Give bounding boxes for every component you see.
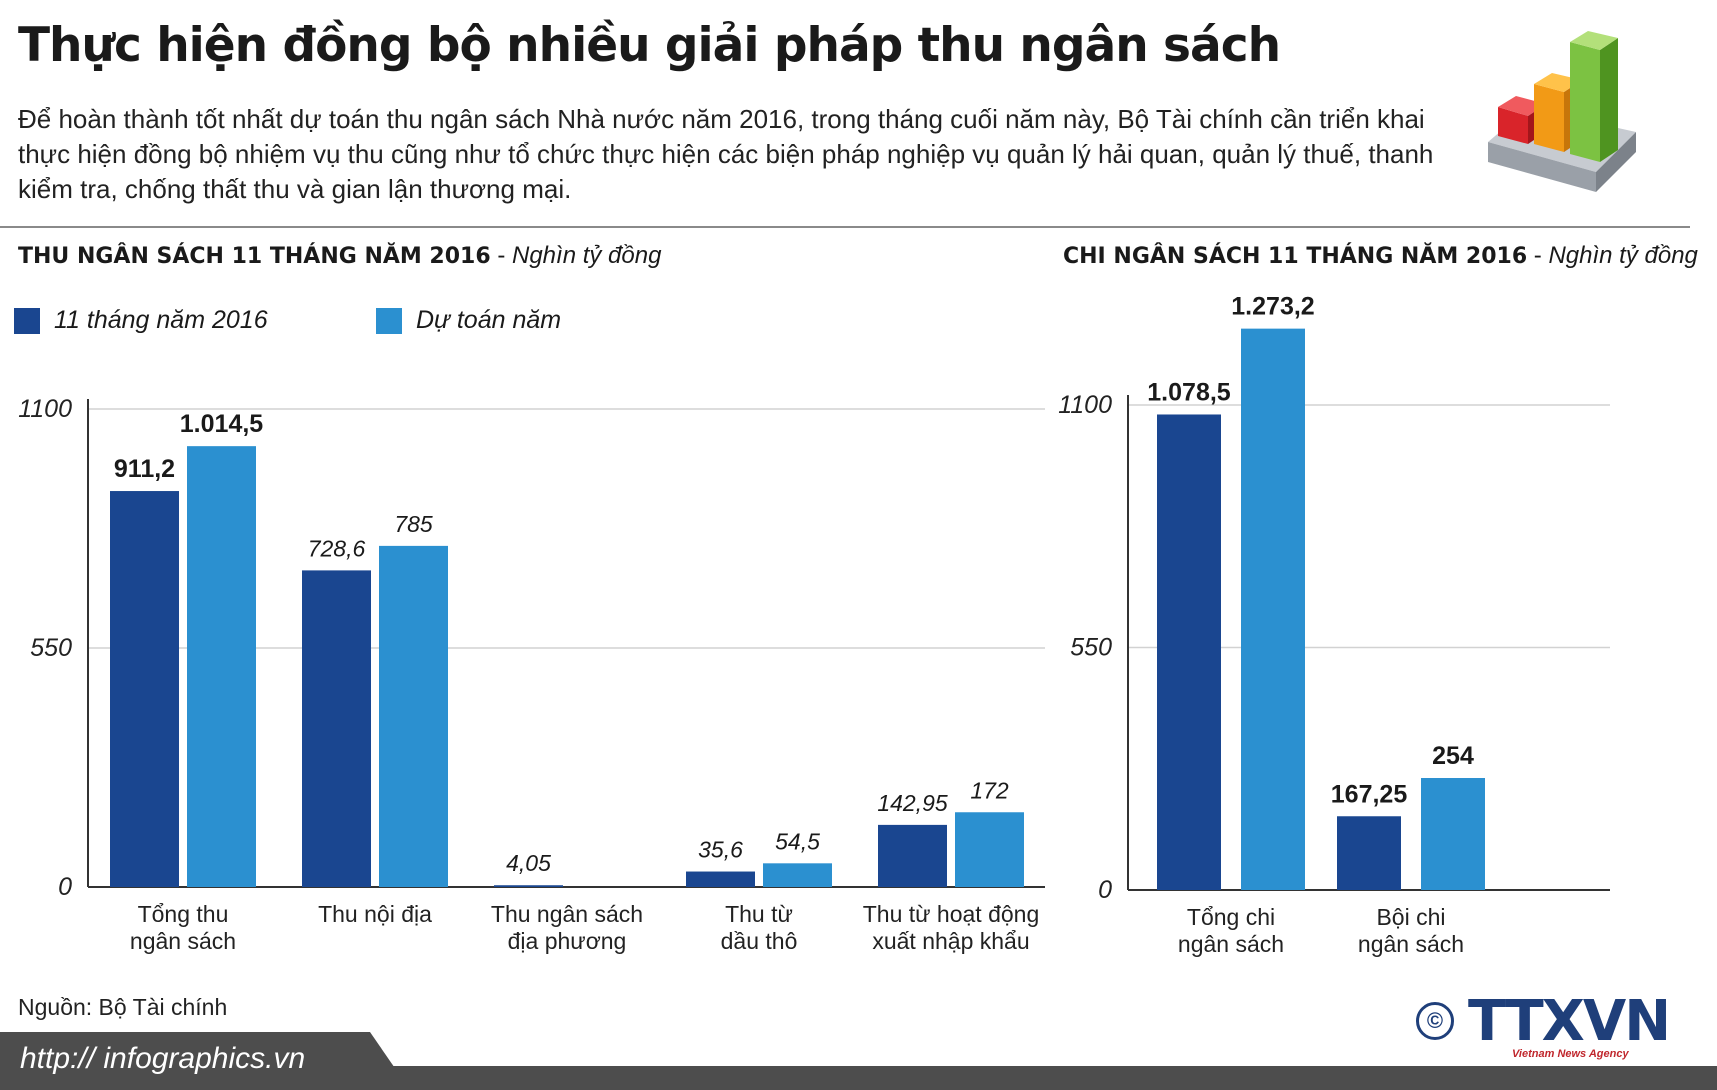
data-label: 254 xyxy=(1432,742,1474,770)
bar xyxy=(878,824,947,887)
category-label: Tổng chi xyxy=(1187,904,1275,930)
category-label: Bội chi xyxy=(1376,904,1445,930)
data-label: 4,05 xyxy=(506,850,551,876)
3d-bar-chart-icon xyxy=(1488,31,1636,192)
expense-chart-title: CHI NGÂN SÁCH 11 THÁNG NĂM 2016 xyxy=(1063,244,1528,269)
bar xyxy=(1337,816,1401,890)
footer-bar xyxy=(0,1066,1717,1090)
y-tick-label: 0 xyxy=(1098,876,1112,904)
category-label: Thu ngân sách xyxy=(491,901,643,927)
category-label: ngân sách xyxy=(1178,931,1284,957)
data-label: 167,25 xyxy=(1331,780,1408,808)
revenue-section-title: THU NGÂN SÁCH 11 THÁNG NĂM 2016 - Nghìn … xyxy=(18,242,662,269)
expense-unit: Nghìn tỷ đồng xyxy=(1548,242,1698,269)
category-label: dầu thô xyxy=(721,928,798,954)
category-label: Thu nội địa xyxy=(318,901,432,927)
y-tick-label: 550 xyxy=(1070,634,1112,662)
revenue-chart-title: THU NGÂN SÁCH 11 THÁNG NĂM 2016 xyxy=(18,244,491,269)
category-label: Thu từ xyxy=(725,901,793,927)
y-tick-label: 1100 xyxy=(1058,391,1112,419)
category-label: Tổng thu xyxy=(138,901,229,927)
source-note: Nguồn: Bộ Tài chính xyxy=(18,994,228,1020)
website-link[interactable]: http:// infographics.vn xyxy=(20,1042,306,1075)
bar xyxy=(187,446,256,887)
data-label: 142,95 xyxy=(877,790,948,816)
data-label: 172 xyxy=(970,777,1009,803)
legend-item-annual-estimate: Dự toán năm xyxy=(376,306,561,335)
category-label: Thu từ hoạt động xyxy=(863,901,1040,927)
bar xyxy=(1157,414,1221,890)
bar xyxy=(955,812,1024,887)
data-label: 1.078,5 xyxy=(1147,378,1231,406)
bar xyxy=(110,491,179,887)
section-divider xyxy=(0,226,1690,228)
data-label: 1.273,2 xyxy=(1231,293,1314,321)
data-label: 785 xyxy=(394,511,433,537)
bar xyxy=(379,545,448,887)
data-label: 54,5 xyxy=(775,828,820,854)
y-tick-label: 1100 xyxy=(18,395,72,423)
y-tick-label: 550 xyxy=(30,634,72,662)
bar xyxy=(494,885,563,887)
data-label: 1.014,5 xyxy=(180,410,264,438)
copyright-icon: © xyxy=(1416,1002,1454,1040)
category-label: địa phương xyxy=(508,928,627,954)
category-label: ngân sách xyxy=(130,928,236,954)
legend-item-11-months: 11 tháng năm 2016 xyxy=(14,306,268,335)
data-label: 911,2 xyxy=(114,455,175,483)
expense-section-title: CHI NGÂN SÁCH 11 THÁNG NĂM 2016 - Nghìn … xyxy=(1063,242,1698,269)
bar xyxy=(1241,328,1305,891)
legend-swatch-light xyxy=(376,307,402,334)
data-label: 728,6 xyxy=(308,535,366,561)
revenue-unit: Nghìn tỷ đồng xyxy=(512,242,662,269)
category-label: ngân sách xyxy=(1358,931,1464,957)
bar xyxy=(1421,778,1485,890)
page-title: Thực hiện đồng bộ nhiều giải pháp thu ng… xyxy=(18,18,1281,73)
bar xyxy=(763,863,832,887)
agency-logo: TTXVN xyxy=(1468,989,1671,1054)
legend-label-11-months: 11 tháng năm 2016 xyxy=(54,306,268,334)
legend-swatch-dark xyxy=(14,307,40,334)
intro-paragraph: Để hoàn thành tốt nhất dự toán thu ngân … xyxy=(18,104,1434,204)
legend-label-annual-estimate: Dự toán năm xyxy=(416,306,562,334)
y-tick-label: 0 xyxy=(58,873,72,901)
data-label: 35,6 xyxy=(698,837,743,863)
bar xyxy=(302,570,371,887)
agency-subtitle: Vietnam News Agency xyxy=(1512,1048,1629,1060)
bar xyxy=(686,871,755,887)
category-label: xuất nhập khẩu xyxy=(872,928,1029,954)
